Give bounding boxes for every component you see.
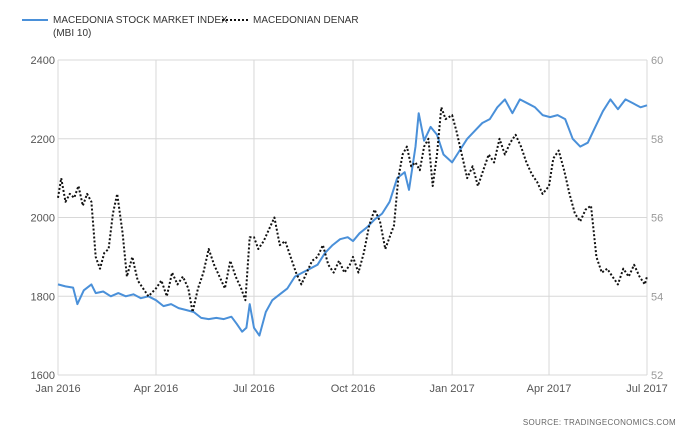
y-left-tick-label: 2000 bbox=[31, 213, 55, 225]
y-right-tick-label: 54 bbox=[651, 291, 663, 303]
y-right-tick-label: 60 bbox=[651, 55, 663, 67]
x-tick-label: Jul 2017 bbox=[626, 383, 668, 395]
gridlines bbox=[57, 59, 648, 376]
y-left-tick-label: 1600 bbox=[31, 370, 55, 382]
y-right-tick-label: 56 bbox=[651, 213, 663, 225]
x-tick-label: Oct 2016 bbox=[331, 383, 376, 395]
x-tick-label: Jul 2016 bbox=[233, 383, 275, 395]
x-tick-label: Apr 2017 bbox=[527, 383, 572, 395]
x-tick-label: Apr 2016 bbox=[134, 383, 179, 395]
y-axis-left-ticks: 1600 1800 2000 2200 2400 bbox=[31, 55, 55, 382]
series-lines bbox=[57, 98, 648, 337]
series-line-stock-index bbox=[57, 98, 648, 337]
y-axis-right-ticks: 52 54 56 58 60 bbox=[651, 55, 663, 382]
x-tick-label: Jan 2016 bbox=[35, 383, 80, 395]
legend-label-stock-index-sub: (MBI 10) bbox=[53, 28, 91, 39]
x-tick-label: Jan 2017 bbox=[429, 383, 474, 395]
x-axis-ticks: Jan 2016 Apr 2016 Jul 2016 Oct 2016 Jan 2017… bbox=[35, 383, 667, 395]
legend: MACEDONIA STOCK MARKET INDEX (MBI 10) MA… bbox=[22, 15, 359, 39]
y-left-tick-label: 1800 bbox=[31, 291, 55, 303]
source-label: SOURCE: TRADINGECONOMICS.COM bbox=[523, 418, 676, 427]
y-right-tick-label: 58 bbox=[651, 134, 663, 146]
y-right-tick-label: 52 bbox=[651, 370, 663, 382]
legend-label-stock-index: MACEDONIA STOCK MARKET INDEX bbox=[53, 15, 228, 26]
legend-label-denar: MACEDONIAN DENAR bbox=[253, 15, 359, 26]
series-line-denar bbox=[57, 106, 648, 313]
y-left-tick-label: 2200 bbox=[31, 134, 55, 146]
y-left-tick-label: 2400 bbox=[31, 55, 55, 67]
